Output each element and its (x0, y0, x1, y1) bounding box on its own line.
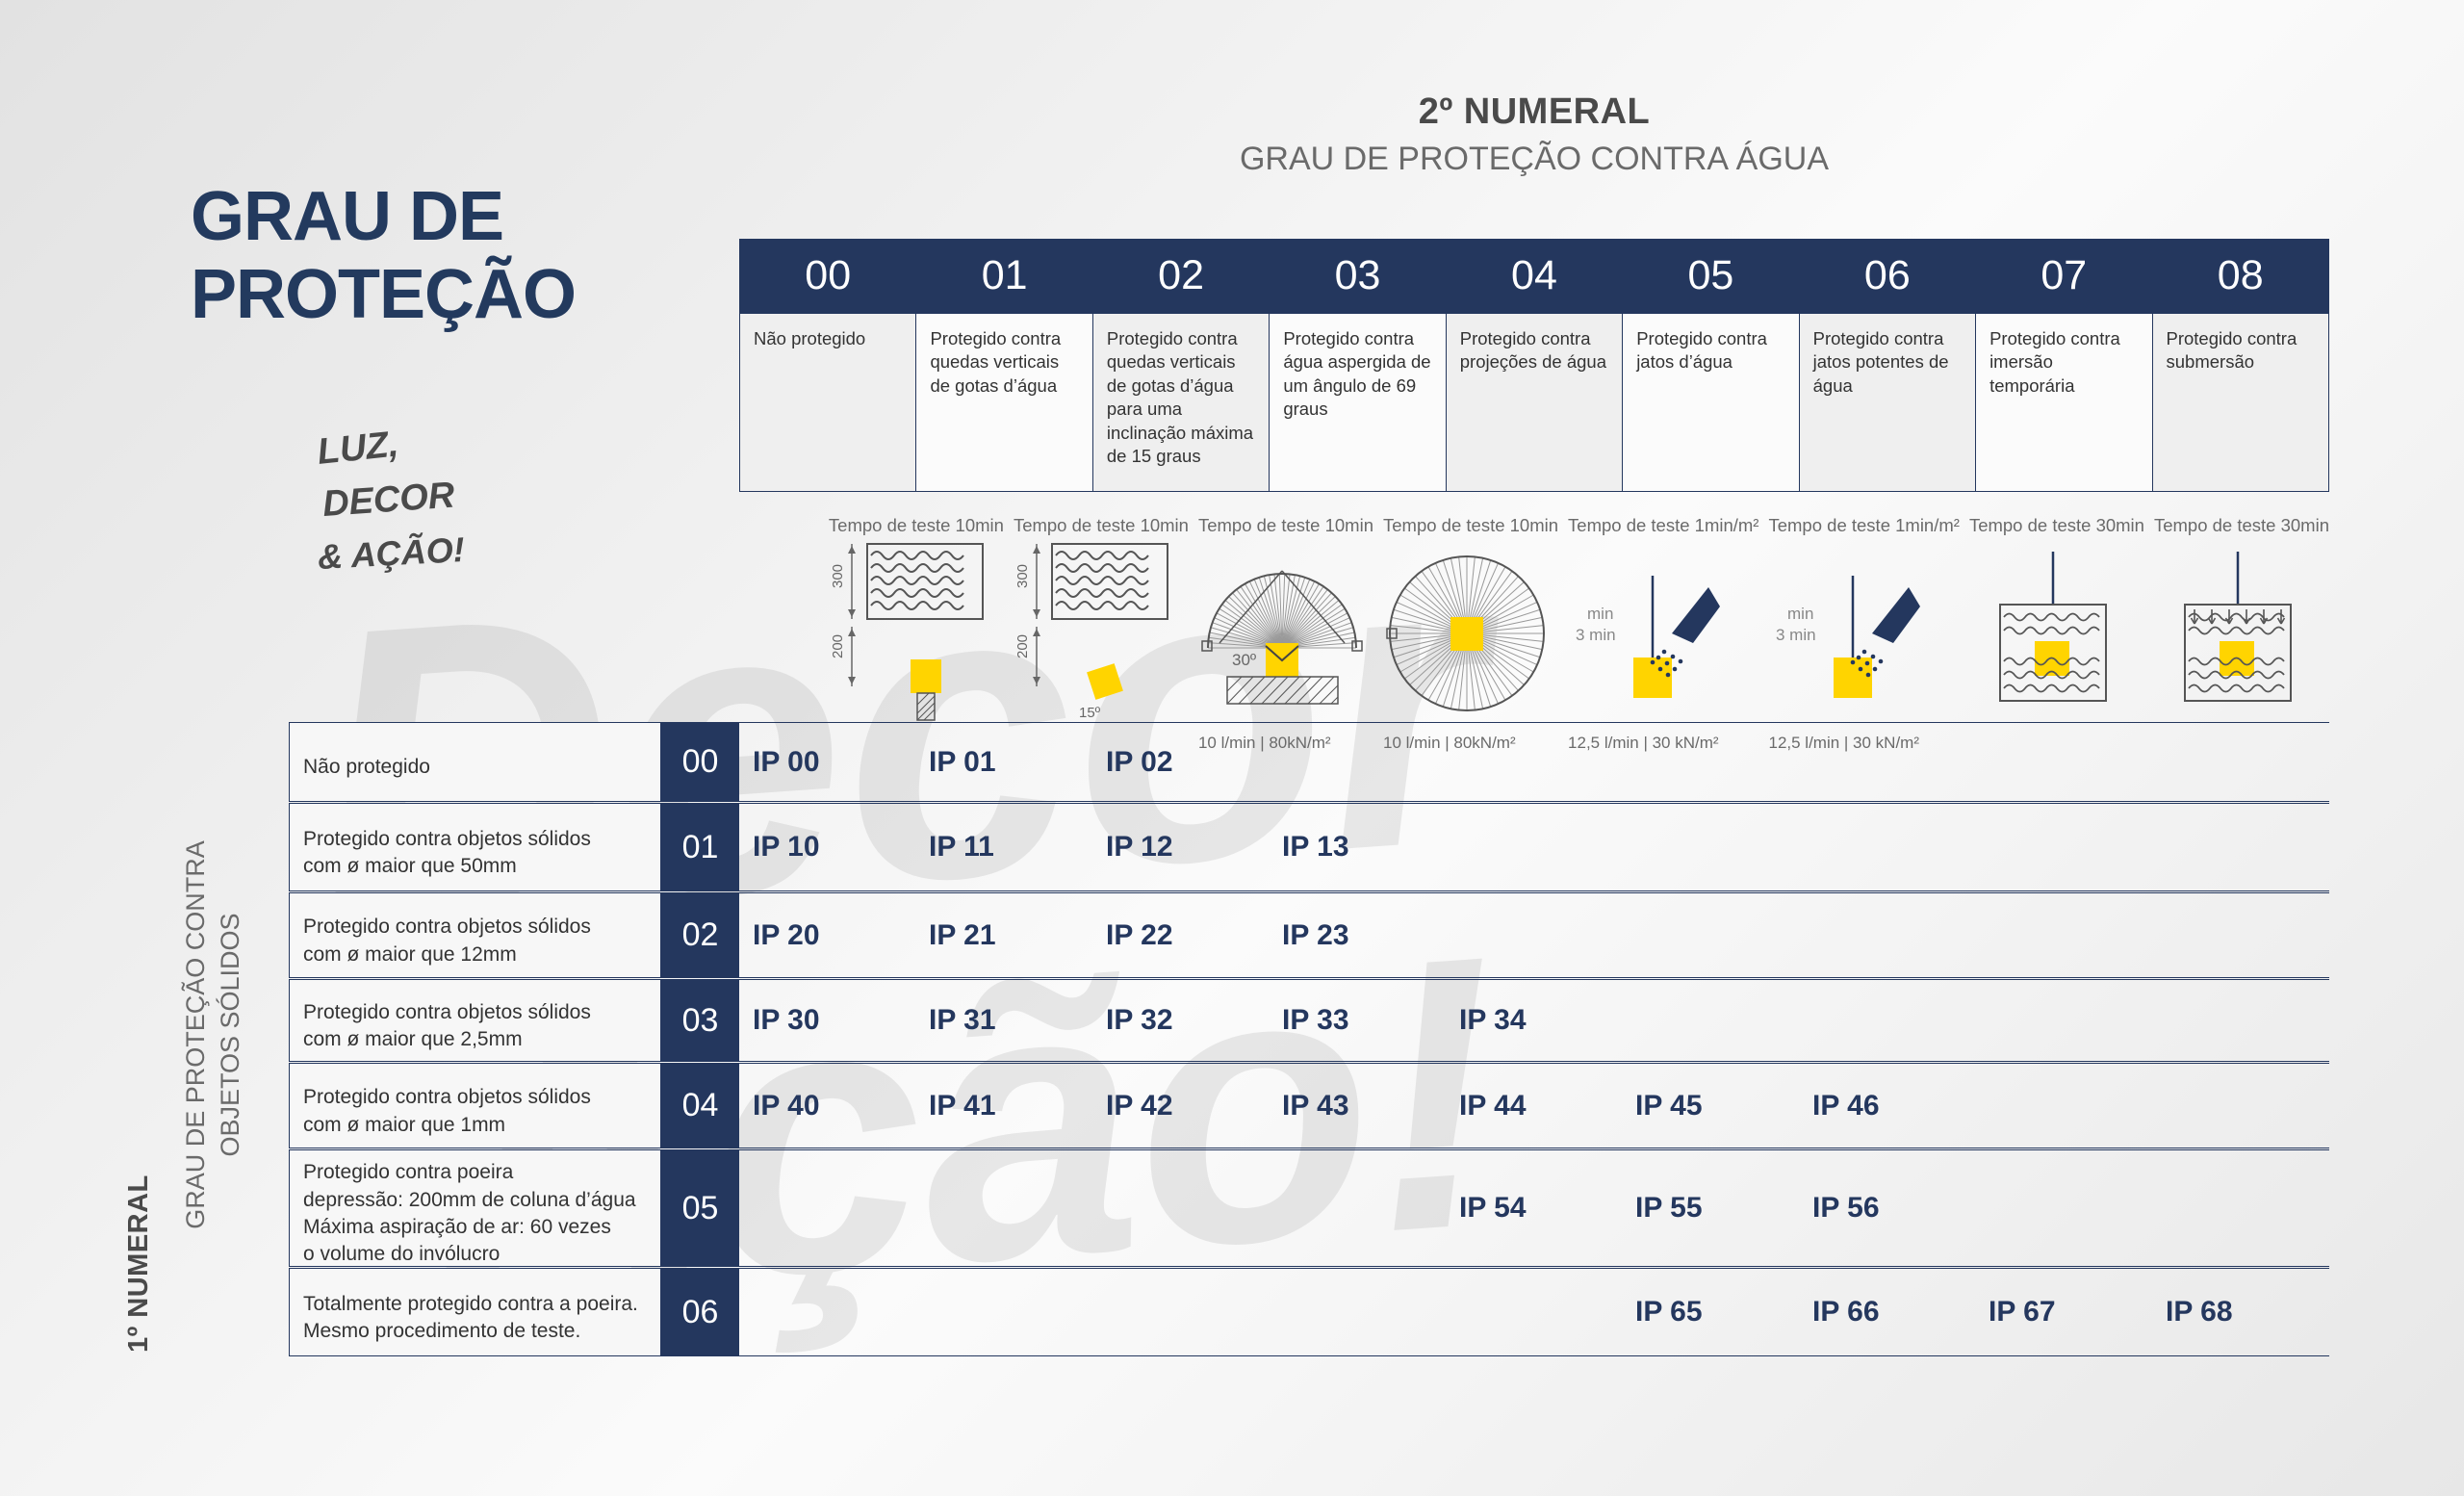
svg-text:min: min (1787, 605, 1813, 623)
svg-text:& AÇÃO!: & AÇÃO! (318, 529, 466, 577)
svg-text:DECOR: DECOR (321, 475, 456, 525)
svg-text:min: min (1587, 605, 1613, 623)
svg-text:3 min: 3 min (1776, 626, 1816, 644)
svg-text:200: 200 (830, 634, 846, 658)
svg-text:30º: 30º (1232, 651, 1256, 669)
svg-text:300: 300 (830, 564, 846, 588)
svg-text:300: 300 (1014, 564, 1031, 588)
svg-text:200: 200 (1014, 634, 1031, 658)
svg-text:LUZ,: LUZ, (318, 424, 400, 473)
svg-text:3 min: 3 min (1576, 626, 1616, 644)
svg-text:15º: 15º (1079, 705, 1101, 721)
